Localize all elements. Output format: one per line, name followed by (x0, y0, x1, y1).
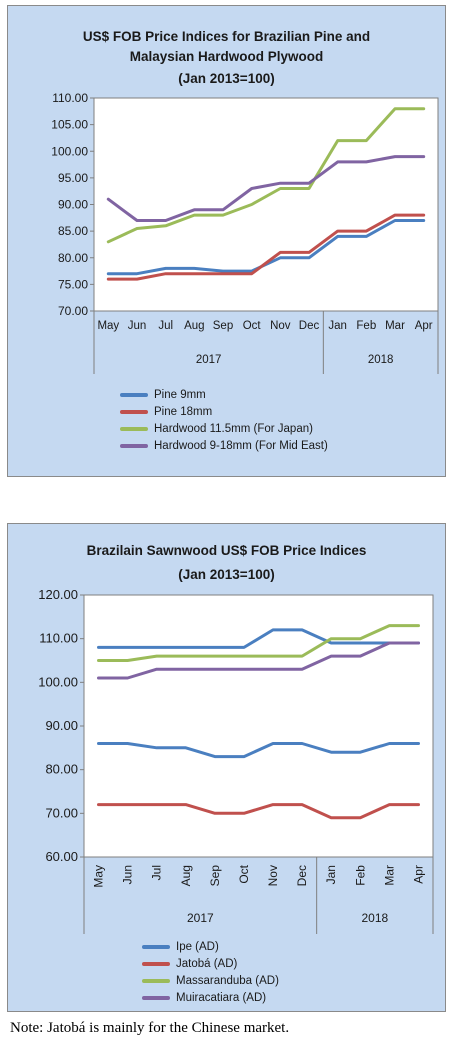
legend-label-jatoba: Jatobá (AD) (176, 957, 238, 970)
series-line-jatob-ad (97, 803, 420, 820)
legend-label-muiracatiara: Muiracatiara (AD) (176, 991, 267, 1004)
sawnwood-chart-panel: Brazilain Sawnwood US$ FOB Price Indices… (7, 523, 446, 1012)
legend-item-hardwood-11-5mm: Hardwood 11.5mm (For Japan) (120, 420, 328, 437)
x-tick-label: Apr (411, 865, 425, 884)
legend-item-ipe: Ipe (AD) (142, 938, 279, 955)
year-label: 2018 (361, 911, 388, 925)
y-tick-label: 120.00 (38, 587, 78, 602)
legend-swatch-massaranduba (142, 978, 170, 983)
legend-swatch-jatoba (142, 961, 170, 966)
series-line-hardwood-11-5mm-for-japan (106, 107, 426, 244)
chart1-legend: Pine 9mm Pine 18mm Hardwood 11.5mm (For … (120, 386, 328, 454)
x-tick-label: Jan (324, 865, 338, 884)
y-tick-label: 85.00 (58, 224, 88, 238)
x-tick-label: Dec (295, 865, 309, 886)
sawnwood-price-chart: 60.00 70.00 80.00 90.00 100.00 110.00 120.00 Ma… (38, 587, 434, 934)
legend-item-muiracatiara: Muiracatiara (AD) (142, 989, 279, 1006)
x-tick-label: Mar (385, 320, 405, 332)
year-label: 2017 (187, 911, 214, 925)
legend-label-massaranduba: Massaranduba (AD) (176, 974, 279, 987)
legend-swatch-ipe (142, 944, 170, 949)
x-tick-label: Aug (179, 865, 193, 886)
legend-swatch-pine-9mm (120, 392, 148, 397)
plywood-price-chart: 70.00 75.00 80.00 85.00 90.00 95.00 100.00 105.… (51, 91, 439, 374)
x-tick-label: Mar (382, 865, 396, 886)
plot-area (83, 594, 434, 858)
legend-item-jatoba: Jatobá (AD) (142, 955, 279, 972)
x-tick-label: May (92, 865, 106, 888)
legend-swatch-muiracatiara (142, 995, 170, 1000)
chart2-title: Brazilain Sawnwood US$ FOB Price Indices (86, 543, 367, 558)
series-line-pine-18mm (106, 213, 426, 281)
legend-label-hardwood-9-18mm: Hardwood 9-18mm (For Mid East) (154, 439, 328, 452)
plot-area (93, 97, 439, 312)
x-tick-label: May (97, 320, 119, 332)
x-tick-label: Jul (158, 320, 173, 332)
y-tick-label: 90.00 (45, 718, 78, 733)
x-tick-label: Oct (243, 320, 262, 332)
y-tick-label: 100.00 (51, 144, 88, 158)
y-tick-label: 70.00 (58, 304, 88, 318)
y-tick-label: 100.00 (38, 674, 78, 689)
y-tick-label: 110.00 (52, 91, 88, 105)
chart1-title-line1: US$ FOB Price Indices for Brazilian Pine… (82, 29, 371, 44)
legend-swatch-hardwood-11-5mm (120, 426, 148, 431)
x-tick-label: Jun (128, 320, 147, 332)
chart2-legend: Ipe (AD) Jatobá (AD) Massaranduba (AD) M… (142, 938, 279, 1006)
legend-swatch-pine-18mm (120, 409, 148, 414)
series-line-massaranduba-ad (97, 624, 420, 662)
legend-label-pine-18mm: Pine 18mm (154, 405, 213, 418)
legend-item-massaranduba: Massaranduba (AD) (142, 972, 279, 989)
legend-label-ipe: Ipe (AD) (176, 940, 219, 953)
y-tick-label: 110.00 (39, 631, 78, 646)
x-tick-label: Jul (150, 865, 164, 880)
chart2-subtitle: (Jan 2013=100) (178, 567, 275, 582)
y-tick-label: 105.00 (51, 118, 88, 132)
y-tick-label: 90.00 (58, 198, 88, 212)
y-tick-label: 70.00 (45, 805, 78, 820)
x-tick-label: Feb (356, 320, 376, 332)
footnote: Note: Jatobá is mainly for the Chinese m… (10, 1020, 290, 1036)
plywood-chart-panel: US$ FOB Price Indices for Brazilian Pine… (7, 5, 446, 477)
legend-swatch-hardwood-9-18mm (120, 443, 148, 448)
y-tick-label: 80.00 (45, 762, 78, 777)
x-tick-label: Aug (184, 320, 204, 332)
series-line-hardwood-9-18mm-for-mid-east (106, 155, 426, 222)
legend-item-pine-9mm: Pine 9mm (120, 386, 328, 403)
x-tick-label: Oct (237, 864, 251, 883)
chart1-title-line2: Malaysian Hardwood Plywood (129, 49, 324, 64)
y-tick-label: 60.00 (45, 849, 78, 864)
legend-label-pine-9mm: Pine 9mm (154, 388, 206, 401)
series-line-ipe-ad (97, 628, 420, 649)
year-label: 2017 (196, 354, 222, 366)
x-tick-label: Apr (415, 320, 433, 332)
y-tick-label: 80.00 (58, 251, 88, 265)
x-tick-label: Sep (208, 865, 222, 887)
chart1-subtitle: (Jan 2013=100) (178, 71, 275, 86)
series-line-muiracatiara-2 (97, 742, 420, 759)
x-tick-label: Nov (266, 865, 280, 886)
x-tick-label: Sep (213, 320, 233, 332)
x-tick-label: Jan (328, 320, 347, 332)
x-tick-label: Nov (270, 320, 291, 332)
legend-label-hardwood-11-5mm: Hardwood 11.5mm (For Japan) (154, 422, 313, 435)
y-tick-label: 95.00 (58, 171, 88, 185)
year-label: 2018 (368, 354, 394, 366)
x-tick-label: Dec (299, 320, 320, 332)
series-line-muiracatiara-ad (97, 641, 420, 680)
legend-item-pine-18mm: Pine 18mm (120, 403, 328, 420)
legend-item-hardwood-9-18mm: Hardwood 9-18mm (For Mid East) (120, 437, 328, 454)
x-tick-label: Feb (353, 865, 367, 886)
y-tick-label: 75.00 (58, 277, 88, 291)
x-tick-label: Jun (121, 865, 135, 884)
